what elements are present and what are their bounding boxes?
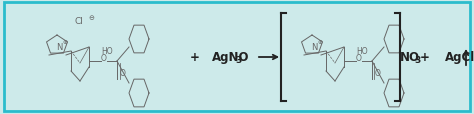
Text: 3: 3 xyxy=(414,56,420,65)
Text: ⊕: ⊕ xyxy=(318,39,323,44)
Text: AgCl: AgCl xyxy=(445,51,474,64)
Text: O: O xyxy=(375,69,381,78)
Text: ⊖: ⊖ xyxy=(88,15,94,21)
Text: ⊕: ⊕ xyxy=(63,39,68,44)
Text: AgNO: AgNO xyxy=(212,51,249,64)
Text: +: + xyxy=(190,51,200,64)
Text: +: + xyxy=(420,51,430,64)
Text: HO: HO xyxy=(101,47,113,56)
Text: Cl: Cl xyxy=(74,17,83,26)
Text: HO: HO xyxy=(356,47,368,56)
Text: N: N xyxy=(311,43,317,52)
Text: O: O xyxy=(120,69,126,78)
Text: O: O xyxy=(356,54,362,63)
Text: NO: NO xyxy=(400,51,420,64)
Text: 3: 3 xyxy=(235,56,241,65)
Text: O: O xyxy=(101,54,107,63)
Text: N: N xyxy=(56,43,62,52)
